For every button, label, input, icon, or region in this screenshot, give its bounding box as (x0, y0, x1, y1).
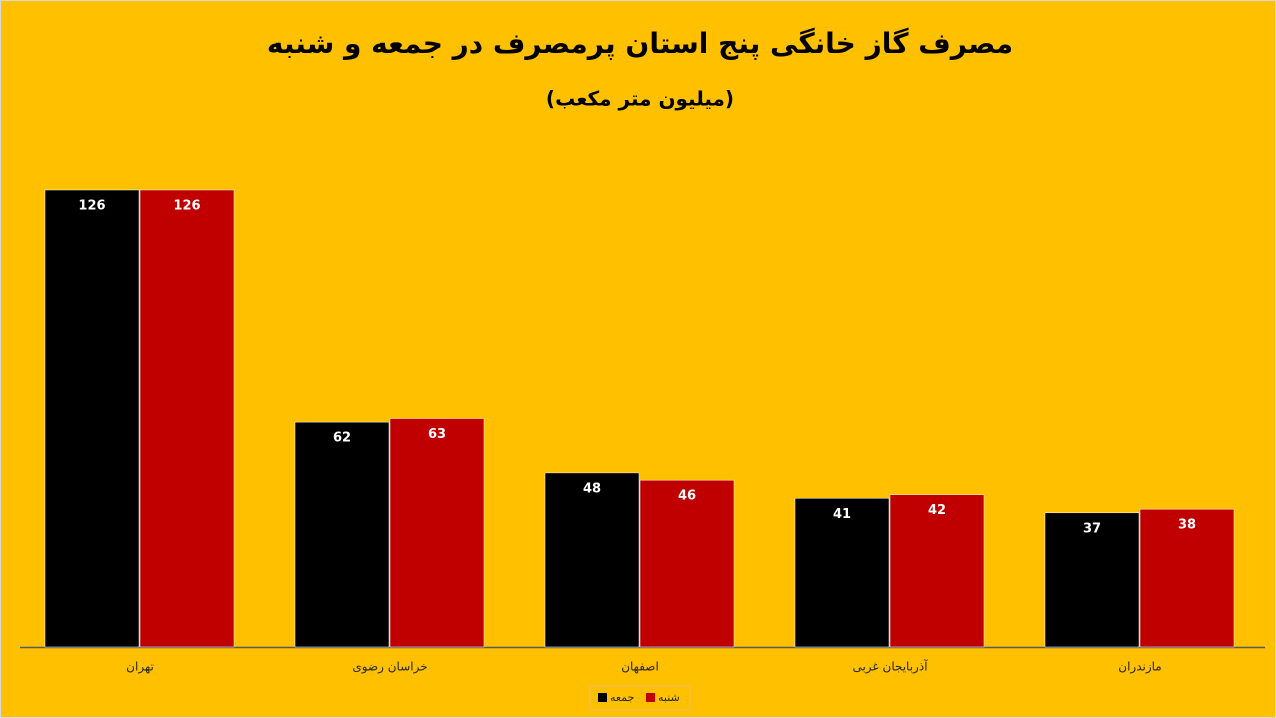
legend-label: جمعه (610, 691, 634, 704)
data-label: 126 (173, 199, 200, 214)
data-label: 42 (928, 503, 946, 518)
data-label: 38 (1178, 518, 1196, 533)
x-tick-label: اصفهان (621, 660, 659, 674)
bar (294, 421, 390, 648)
bar (139, 189, 235, 648)
data-label: 46 (678, 489, 696, 504)
data-label: 48 (583, 481, 601, 496)
data-label: 37 (1083, 521, 1101, 536)
bar (544, 472, 640, 648)
bar (389, 418, 485, 648)
data-label: 126 (78, 199, 105, 214)
x-tick-label: آذربایجان غربی (852, 659, 928, 675)
bar (1139, 508, 1235, 648)
x-tick-label: خراسان رضوی (352, 660, 427, 675)
bar (639, 479, 735, 648)
x-tick-label: مازندران (1118, 660, 1161, 675)
bar (794, 498, 890, 648)
data-label: 62 (333, 431, 351, 446)
legend-swatch (646, 693, 655, 702)
data-label: 63 (428, 427, 446, 442)
bar (889, 494, 985, 648)
x-tick-label: تهران (126, 660, 154, 675)
bar (44, 189, 140, 648)
bar (1044, 512, 1140, 648)
chart-subtitle: (میلیون متر مکعب) (546, 87, 734, 111)
legend-swatch (598, 693, 607, 702)
data-label: 41 (833, 507, 851, 522)
legend-label: شنبه (658, 691, 680, 704)
chart-title: مصرف گاز خانگی پنج استان پرمصرف در جمعه … (267, 27, 1013, 60)
